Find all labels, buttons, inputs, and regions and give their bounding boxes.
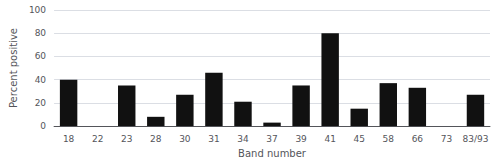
svg-text:80: 80 xyxy=(35,28,47,38)
svg-text:20: 20 xyxy=(35,98,47,108)
svg-text:28: 28 xyxy=(150,134,162,144)
svg-text:40: 40 xyxy=(35,75,47,85)
svg-text:37: 37 xyxy=(266,134,277,144)
svg-text:31: 31 xyxy=(208,134,219,144)
svg-text:66: 66 xyxy=(412,134,424,144)
svg-text:30: 30 xyxy=(179,134,191,144)
svg-text:Percent positive: Percent positive xyxy=(8,28,19,108)
svg-text:22: 22 xyxy=(92,134,103,144)
svg-text:18: 18 xyxy=(63,134,75,144)
svg-text:83/93: 83/93 xyxy=(463,134,489,144)
svg-text:Band number: Band number xyxy=(238,148,307,159)
svg-text:34: 34 xyxy=(237,134,249,144)
svg-text:60: 60 xyxy=(35,51,47,61)
svg-text:0: 0 xyxy=(40,121,46,131)
svg-text:45: 45 xyxy=(353,134,364,144)
svg-text:100: 100 xyxy=(29,5,46,15)
svg-text:23: 23 xyxy=(121,134,132,144)
svg-text:41: 41 xyxy=(324,134,335,144)
svg-text:39: 39 xyxy=(295,134,307,144)
svg-text:58: 58 xyxy=(383,134,395,144)
svg-text:73: 73 xyxy=(441,134,452,144)
